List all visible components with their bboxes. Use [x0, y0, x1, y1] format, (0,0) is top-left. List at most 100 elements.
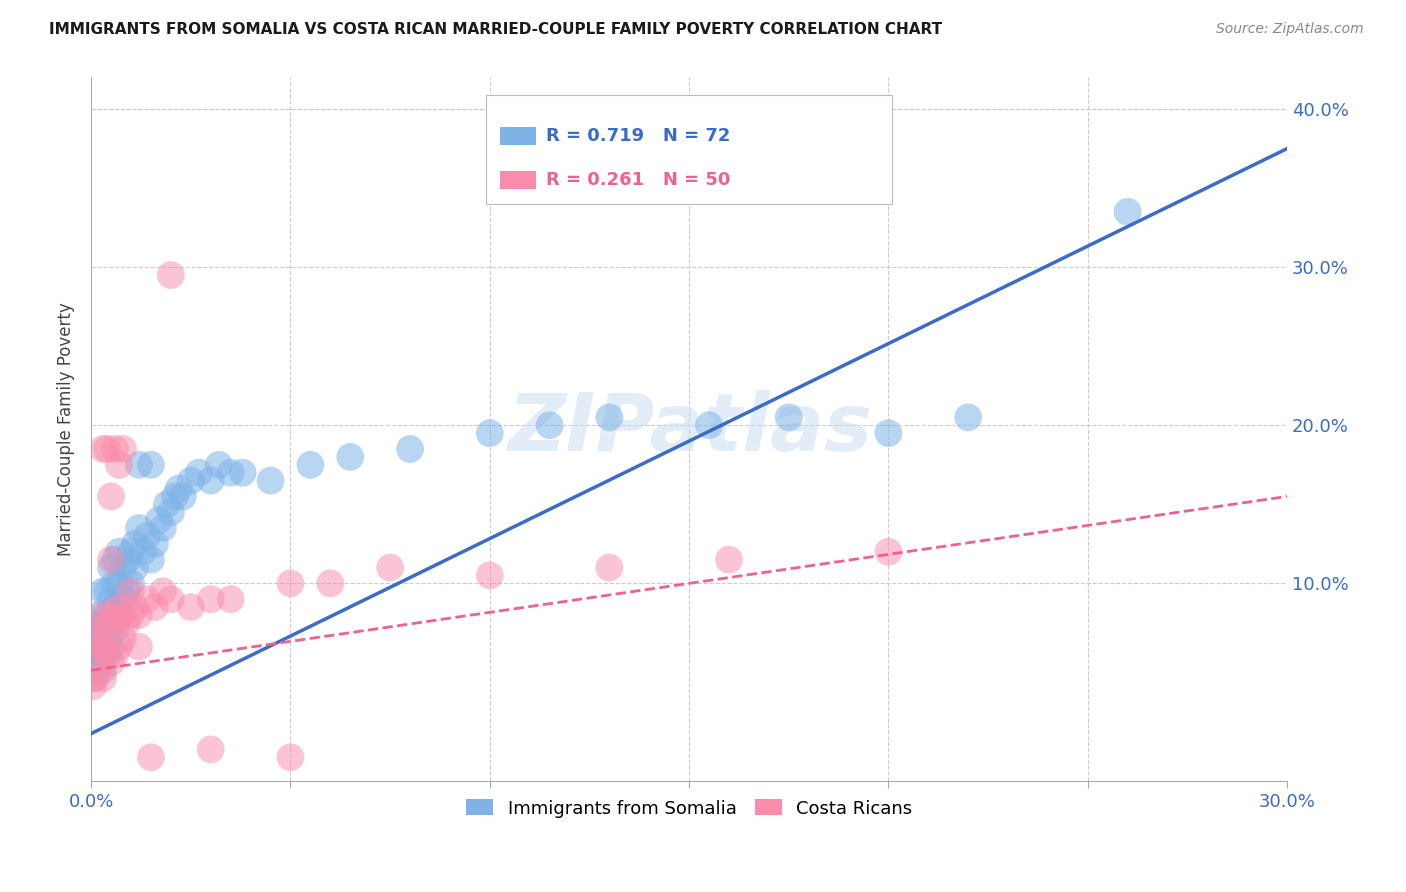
Point	[104, 576, 127, 591]
Point	[90, 615, 112, 630]
Point	[280, 576, 302, 591]
Point	[108, 576, 131, 591]
Point	[108, 607, 131, 622]
Point	[100, 490, 122, 504]
Point	[120, 607, 142, 622]
Point	[139, 458, 162, 472]
Point	[100, 607, 122, 622]
Point	[259, 474, 281, 488]
Point	[108, 640, 131, 654]
Point	[84, 671, 107, 685]
Point	[180, 600, 202, 615]
Point	[200, 592, 222, 607]
Point	[96, 632, 118, 646]
Point	[160, 505, 183, 519]
Point	[124, 537, 146, 551]
Point	[91, 640, 114, 654]
Point	[112, 607, 135, 622]
Point	[96, 648, 118, 662]
Point	[778, 410, 800, 425]
Point	[96, 442, 118, 456]
Point	[200, 474, 222, 488]
Point	[299, 458, 322, 472]
Point	[148, 513, 170, 527]
Point	[136, 529, 159, 543]
Point	[112, 560, 135, 574]
Bar	[486, 95, 893, 204]
Point	[104, 615, 127, 630]
Point	[160, 268, 183, 282]
Point	[717, 552, 740, 566]
Point	[139, 552, 162, 566]
Point	[91, 607, 114, 622]
Point	[877, 545, 900, 559]
Point	[96, 584, 118, 599]
Point	[115, 615, 138, 630]
Point	[86, 656, 108, 670]
Point	[82, 679, 104, 693]
Point	[160, 592, 183, 607]
Point	[91, 615, 114, 630]
Point	[104, 442, 127, 456]
Point	[478, 568, 501, 582]
Point	[91, 584, 114, 599]
Point	[89, 663, 111, 677]
Point	[108, 545, 131, 559]
Point	[208, 458, 231, 472]
Point	[91, 640, 114, 654]
Point	[219, 466, 242, 480]
Bar	[501, 127, 536, 145]
Point	[957, 410, 980, 425]
Point	[232, 466, 254, 480]
Y-axis label: Married-Couple Family Poverty: Married-Couple Family Poverty	[58, 302, 75, 556]
Point	[180, 474, 202, 488]
Point	[163, 490, 186, 504]
Point	[132, 545, 155, 559]
Point	[378, 560, 401, 574]
Point	[84, 615, 107, 630]
Point	[108, 600, 131, 615]
Point	[104, 648, 127, 662]
Point	[136, 592, 159, 607]
Point	[100, 640, 122, 654]
Point	[120, 545, 142, 559]
Point	[96, 615, 118, 630]
Point	[152, 521, 174, 535]
Point	[172, 490, 194, 504]
Point	[280, 750, 302, 764]
Point	[128, 640, 150, 654]
Bar	[501, 170, 536, 188]
Point	[697, 418, 720, 433]
Point	[143, 537, 166, 551]
Point	[104, 624, 127, 638]
Point	[124, 560, 146, 574]
Text: R = 0.261   N = 50: R = 0.261 N = 50	[546, 170, 730, 188]
Point	[84, 640, 107, 654]
Point	[1116, 204, 1139, 219]
Point	[94, 624, 117, 638]
Point	[84, 663, 107, 677]
Point	[128, 607, 150, 622]
Point	[91, 442, 114, 456]
Point	[598, 410, 620, 425]
Point	[100, 592, 122, 607]
Point	[89, 607, 111, 622]
Text: IMMIGRANTS FROM SOMALIA VS COSTA RICAN MARRIED-COUPLE FAMILY POVERTY CORRELATION: IMMIGRANTS FROM SOMALIA VS COSTA RICAN M…	[49, 22, 942, 37]
Point	[89, 624, 111, 638]
Point	[219, 592, 242, 607]
Point	[399, 442, 422, 456]
Text: R = 0.719   N = 72: R = 0.719 N = 72	[546, 127, 730, 145]
Text: Source: ZipAtlas.com: Source: ZipAtlas.com	[1216, 22, 1364, 37]
Point	[128, 458, 150, 472]
Point	[96, 607, 118, 622]
Point	[598, 560, 620, 574]
Point	[112, 442, 135, 456]
Text: ZIPatlas: ZIPatlas	[506, 390, 872, 468]
Point	[100, 552, 122, 566]
Point	[156, 497, 179, 511]
Point	[339, 450, 361, 464]
Point	[877, 426, 900, 441]
Point	[86, 632, 108, 646]
Point	[112, 592, 135, 607]
Point	[319, 576, 342, 591]
